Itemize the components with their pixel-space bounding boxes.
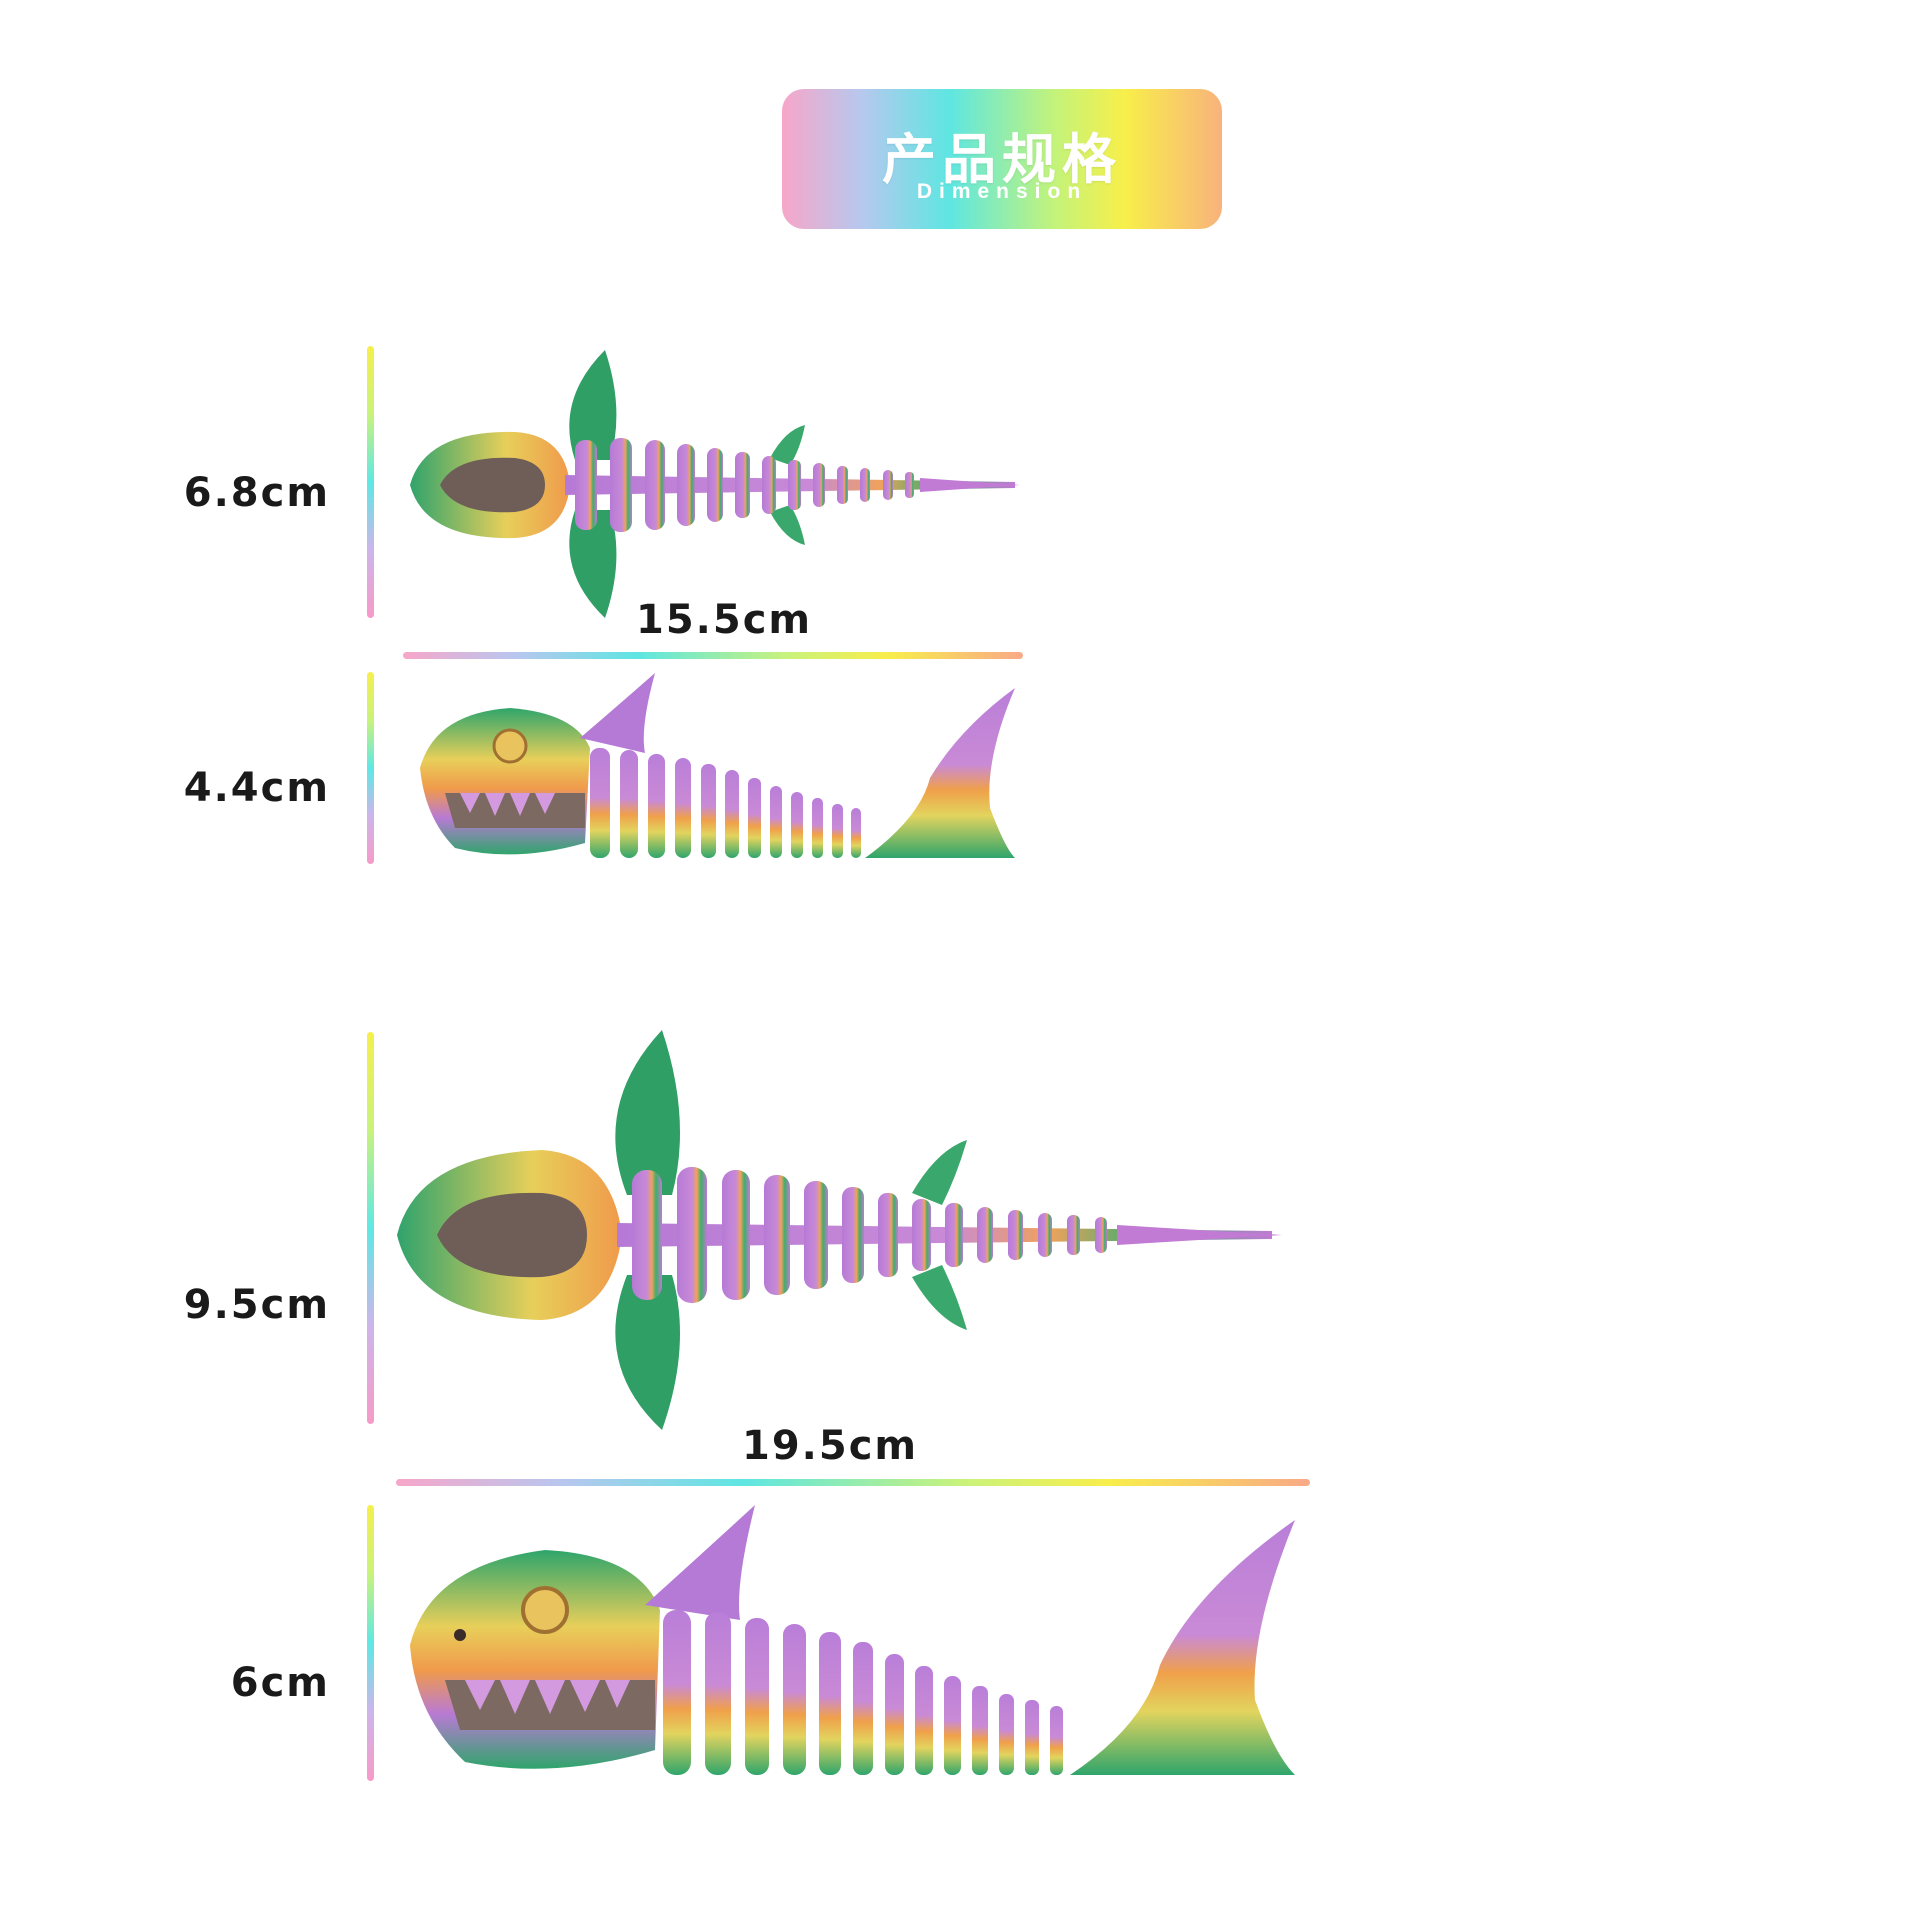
large-side-height-bar	[367, 1505, 374, 1781]
small-side-height-bar	[367, 672, 374, 864]
small-top-height-bar	[367, 346, 374, 618]
large-shark-side-view	[405, 1500, 1305, 1790]
dimension-badge: 产品规格 Dimension	[782, 89, 1222, 229]
large-top-height-label: 9.5cm	[183, 1282, 330, 1328]
large-length-bar	[396, 1479, 1310, 1486]
large-top-height-bar	[367, 1032, 374, 1424]
small-top-height-label: 6.8cm	[183, 470, 330, 516]
large-length-label: 19.5cm	[742, 1423, 919, 1469]
badge-title: 产品规格	[882, 128, 1122, 191]
small-shark-top-view	[405, 340, 1025, 625]
small-shark-side-view	[415, 668, 1025, 878]
small-side-height-label: 4.4cm	[183, 765, 330, 811]
small-length-label: 15.5cm	[636, 597, 813, 643]
small-length-bar	[403, 652, 1023, 659]
badge-subtitle: Dimension	[916, 180, 1088, 203]
large-side-height-label: 6cm	[230, 1660, 330, 1706]
large-shark-top-view	[392, 1025, 1292, 1435]
